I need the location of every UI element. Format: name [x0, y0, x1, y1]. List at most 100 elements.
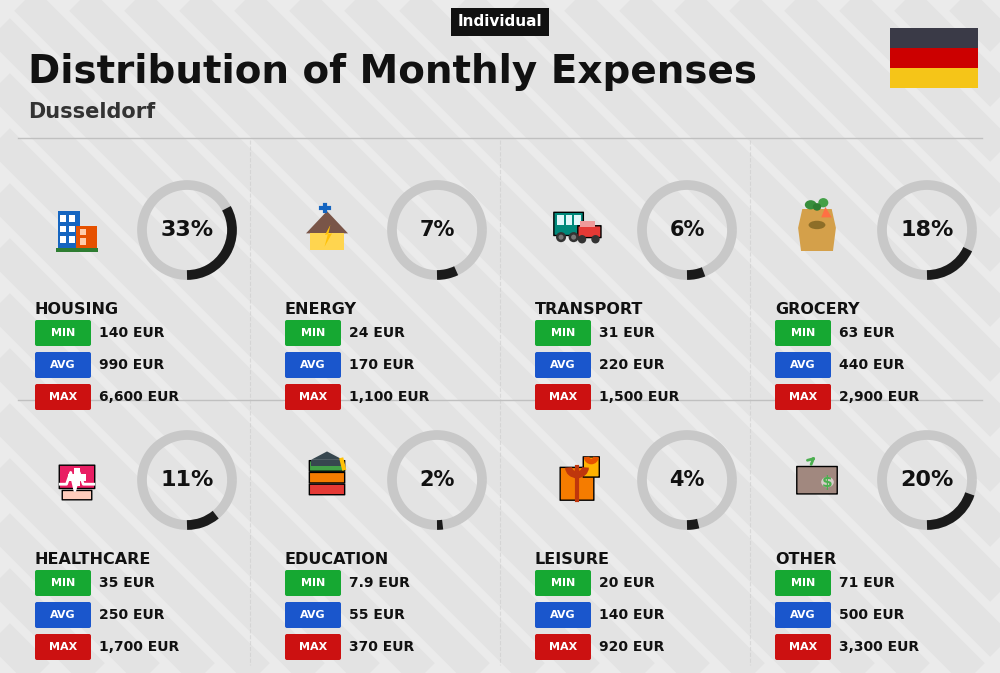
Bar	[74, 468, 80, 486]
Circle shape	[591, 235, 600, 244]
FancyBboxPatch shape	[285, 320, 341, 346]
Text: AVG: AVG	[50, 360, 76, 370]
Text: MAX: MAX	[299, 642, 327, 652]
FancyBboxPatch shape	[797, 466, 837, 494]
Text: MAX: MAX	[789, 642, 817, 652]
Text: Individual: Individual	[458, 15, 542, 30]
Text: AVG: AVG	[790, 610, 816, 620]
Text: ENERGY: ENERGY	[285, 302, 357, 317]
Bar	[69, 236, 75, 242]
Bar	[80, 229, 86, 236]
Text: 7%: 7%	[419, 220, 455, 240]
Text: MIN: MIN	[551, 328, 575, 338]
Text: 1,700 EUR: 1,700 EUR	[99, 640, 179, 654]
FancyBboxPatch shape	[285, 352, 341, 378]
Text: MAX: MAX	[49, 392, 77, 402]
FancyBboxPatch shape	[35, 602, 91, 628]
Text: HOUSING: HOUSING	[35, 302, 119, 317]
Text: AVG: AVG	[300, 360, 326, 370]
Text: 33%: 33%	[160, 220, 214, 240]
Text: $: $	[822, 474, 833, 489]
Circle shape	[571, 235, 576, 240]
Text: 170 EUR: 170 EUR	[349, 358, 414, 372]
Bar	[574, 215, 581, 225]
Text: 1,500 EUR: 1,500 EUR	[599, 390, 679, 404]
Bar	[68, 474, 86, 481]
FancyBboxPatch shape	[775, 602, 831, 628]
Bar	[557, 215, 564, 225]
FancyBboxPatch shape	[285, 634, 341, 660]
Text: 370 EUR: 370 EUR	[349, 640, 414, 654]
Text: 35 EUR: 35 EUR	[99, 576, 155, 590]
Text: MIN: MIN	[791, 578, 815, 588]
Text: 7.9 EUR: 7.9 EUR	[349, 576, 410, 590]
Text: 140 EUR: 140 EUR	[99, 326, 164, 340]
FancyBboxPatch shape	[535, 320, 591, 346]
Text: 6,600 EUR: 6,600 EUR	[99, 390, 179, 404]
Text: MAX: MAX	[789, 392, 817, 402]
Circle shape	[569, 232, 579, 242]
Text: 2,900 EUR: 2,900 EUR	[839, 390, 919, 404]
Polygon shape	[324, 225, 332, 247]
FancyBboxPatch shape	[775, 384, 831, 410]
Text: 63 EUR: 63 EUR	[839, 326, 895, 340]
Bar	[60, 226, 66, 232]
Circle shape	[578, 235, 586, 244]
FancyBboxPatch shape	[775, 634, 831, 660]
FancyBboxPatch shape	[535, 352, 591, 378]
Polygon shape	[311, 452, 343, 460]
FancyBboxPatch shape	[535, 384, 591, 410]
Ellipse shape	[813, 203, 821, 211]
Text: MAX: MAX	[299, 392, 327, 402]
FancyBboxPatch shape	[59, 465, 95, 489]
Text: EDUCATION: EDUCATION	[285, 552, 389, 567]
Bar	[310, 234, 344, 250]
Circle shape	[556, 232, 566, 242]
Text: 500 EUR: 500 EUR	[839, 608, 904, 622]
Text: AVG: AVG	[50, 610, 76, 620]
Bar	[580, 221, 595, 227]
Text: MIN: MIN	[51, 578, 75, 588]
FancyBboxPatch shape	[35, 320, 91, 346]
Text: HEALTHCARE: HEALTHCARE	[35, 552, 151, 567]
FancyBboxPatch shape	[35, 384, 91, 410]
Text: TRANSPORT: TRANSPORT	[535, 302, 643, 317]
Bar	[890, 28, 978, 48]
Bar	[890, 48, 978, 68]
Text: 31 EUR: 31 EUR	[599, 326, 655, 340]
Text: 250 EUR: 250 EUR	[99, 608, 164, 622]
FancyBboxPatch shape	[560, 467, 594, 500]
Text: LEISURE: LEISURE	[535, 552, 610, 567]
Text: MAX: MAX	[549, 642, 577, 652]
Text: 1,100 EUR: 1,100 EUR	[349, 390, 429, 404]
FancyBboxPatch shape	[35, 634, 91, 660]
FancyBboxPatch shape	[62, 491, 92, 500]
FancyBboxPatch shape	[35, 570, 91, 596]
Text: MIN: MIN	[301, 328, 325, 338]
Text: MIN: MIN	[301, 578, 325, 588]
Bar	[60, 215, 66, 221]
FancyBboxPatch shape	[285, 570, 341, 596]
Bar	[76, 226, 97, 249]
Polygon shape	[306, 211, 348, 234]
Text: 20 EUR: 20 EUR	[599, 576, 655, 590]
FancyBboxPatch shape	[309, 484, 345, 495]
FancyBboxPatch shape	[35, 352, 91, 378]
Bar	[58, 211, 80, 249]
Text: 920 EUR: 920 EUR	[599, 640, 664, 654]
Text: 2%: 2%	[419, 470, 455, 490]
FancyBboxPatch shape	[535, 570, 591, 596]
Text: OTHER: OTHER	[775, 552, 836, 567]
Ellipse shape	[821, 477, 834, 487]
Bar	[311, 460, 343, 466]
Text: MIN: MIN	[51, 328, 75, 338]
Text: MIN: MIN	[551, 578, 575, 588]
FancyBboxPatch shape	[583, 457, 599, 477]
Text: 71 EUR: 71 EUR	[839, 576, 895, 590]
FancyBboxPatch shape	[285, 602, 341, 628]
Bar	[60, 236, 66, 242]
Polygon shape	[821, 207, 832, 217]
Text: 440 EUR: 440 EUR	[839, 358, 904, 372]
Text: 18%: 18%	[900, 220, 954, 240]
Text: MAX: MAX	[549, 392, 577, 402]
